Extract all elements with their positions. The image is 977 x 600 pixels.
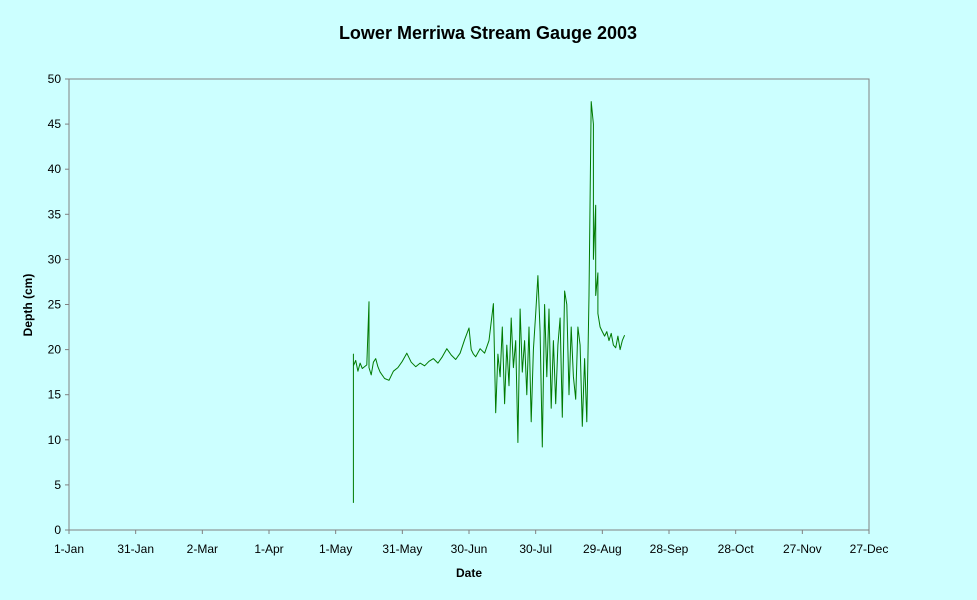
series-line-0 <box>352 101 626 503</box>
plot-area <box>68 78 870 531</box>
x-axis-title: Date <box>456 566 482 580</box>
x-tick-label: 1-Jan <box>54 542 84 556</box>
y-tick-label: 10 <box>48 433 62 447</box>
x-axis: 1-Jan 31-Jan 2-Mar 1-Apr 1-May 31-May 30-Jun 30… <box>54 530 888 556</box>
y-tick-label: 20 <box>48 343 62 357</box>
x-tick-label: 1-Apr <box>254 542 283 556</box>
x-tick-label: 28-Oct <box>718 542 755 556</box>
x-tick-label: 2-Mar <box>187 542 218 556</box>
y-tick-label: 0 <box>54 523 61 537</box>
x-tick-label: 30-Jul <box>519 542 552 556</box>
x-tick-label: 30-Jun <box>451 542 488 556</box>
chart-title: Lower Merriwa Stream Gauge 2003 <box>339 23 637 43</box>
x-tick-label: 29-Aug <box>583 542 622 556</box>
x-tick-label: 1-May <box>319 542 352 556</box>
series-layer <box>352 101 626 503</box>
x-tick-label: 27-Nov <box>783 542 822 556</box>
y-tick-label: 50 <box>48 72 62 86</box>
x-tick-label: 31-Jan <box>117 542 154 556</box>
y-tick-label: 30 <box>48 252 62 266</box>
y-tick-label: 35 <box>48 207 62 221</box>
x-tick-label: 31-May <box>382 542 422 556</box>
y-tick-label: 25 <box>48 298 62 312</box>
y-tick-label: 45 <box>48 117 62 131</box>
y-axis-title: Depth (cm) <box>21 274 35 337</box>
y-tick-label: 40 <box>48 162 62 176</box>
y-axis: 0 5 10 15 20 25 30 35 40 45 50 <box>48 72 69 537</box>
y-tick-label: 15 <box>48 388 62 402</box>
x-tick-label: 28-Sep <box>650 542 689 556</box>
x-tick-label: 27-Dec <box>850 542 889 556</box>
y-tick-label: 5 <box>54 478 61 492</box>
